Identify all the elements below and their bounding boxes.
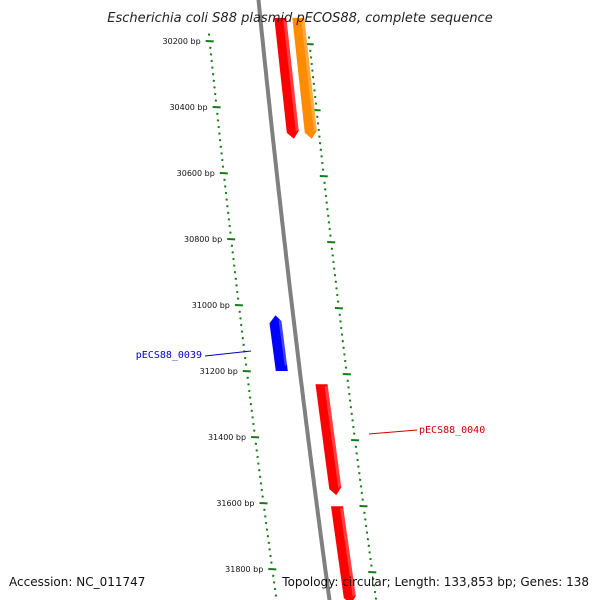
gene-highlight xyxy=(283,19,299,132)
accession-text: Accession: NC_011747 xyxy=(9,575,145,589)
gene-highlight xyxy=(278,320,288,366)
map-title: Escherichia coli S88 plasmid pECOS88, co… xyxy=(107,11,492,26)
gene-highlight xyxy=(340,508,356,597)
tick-label: 30400 bp xyxy=(169,103,207,112)
backbone-line xyxy=(256,0,332,600)
gene-highlight xyxy=(324,386,342,489)
gene-feature-4[interactable] xyxy=(331,506,356,600)
tick-label: 31800 bp xyxy=(225,565,263,574)
gene-feature-0[interactable] xyxy=(274,17,299,139)
gene-feature-1[interactable] xyxy=(292,17,317,139)
tick-label: 30600 bp xyxy=(177,169,215,178)
tick-label: 31400 bp xyxy=(208,433,246,442)
gene-highlight xyxy=(301,19,317,132)
summary-text: Topology: circular; Length: 133,853 bp; … xyxy=(281,575,589,589)
gene-label-pecs88-0040[interactable]: pECS88_0040 xyxy=(419,425,485,436)
pecs88-0039-gene[interactable] xyxy=(269,315,288,371)
gene-labels: pECS88_0039 pECS88_0040 xyxy=(136,350,485,436)
pecs88-0040-gene[interactable] xyxy=(315,384,342,496)
tick-label: 30200 bp xyxy=(163,37,201,46)
gene-features xyxy=(269,17,356,600)
gene-label-pecs88-0039[interactable]: pECS88_0039 xyxy=(136,350,202,361)
tick-labels: 30200 bp 30400 bp 30600 bp 30800 bp 31000 bp… xyxy=(163,37,264,574)
tick-label: 31000 bp xyxy=(192,301,230,310)
gene-label-leader xyxy=(204,350,252,357)
tick-label: 31600 bp xyxy=(216,499,254,508)
right-tick-marks xyxy=(305,36,378,600)
gene-label-leader xyxy=(368,429,418,435)
tick-label: 31200 bp xyxy=(200,367,238,376)
left-tick-marks xyxy=(205,33,278,597)
tick-label: 30800 bp xyxy=(184,235,222,244)
